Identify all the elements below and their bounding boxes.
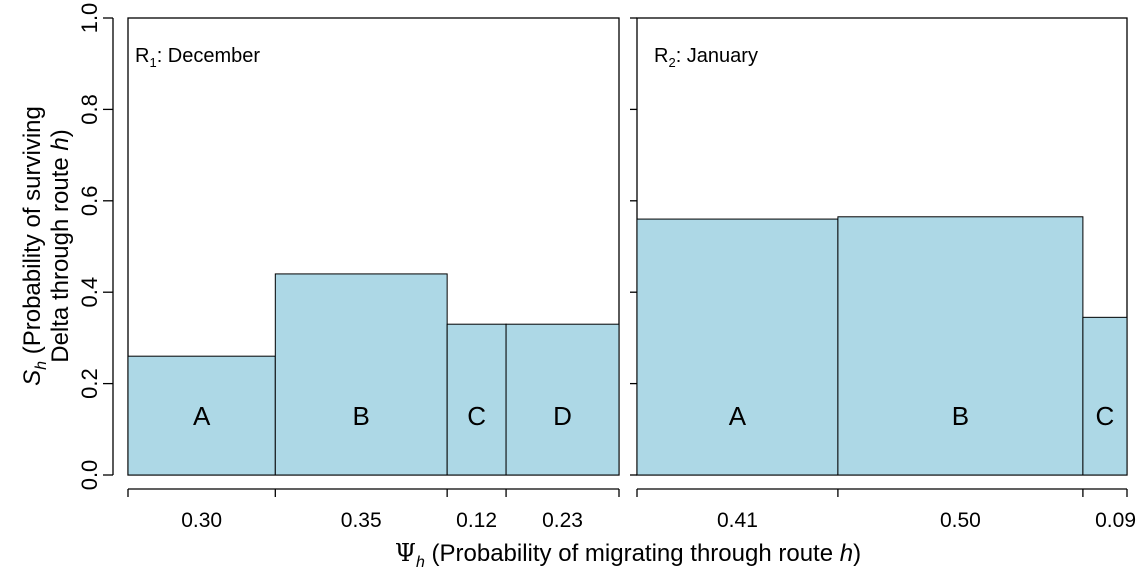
bar-route-label: D	[553, 401, 572, 431]
bar-route-label: C	[1096, 401, 1115, 431]
y-tick-label: 0.4	[77, 277, 102, 308]
bar-B	[837, 216, 1084, 476]
y-axis-label-line1: Sh (Probability of surviving	[19, 106, 50, 386]
y-tick-label: 0.0	[77, 460, 102, 491]
route-proportion-label: 0.50	[940, 509, 981, 532]
bar-D	[505, 323, 620, 476]
bar-A	[127, 355, 276, 476]
route-proportion-label: 0.30	[181, 509, 222, 532]
x-axes: 0.30 0.35 0.12 0.23 0.41 0.50 0.09	[127, 488, 1136, 532]
bar-route-label: A	[729, 401, 747, 431]
bar-route-label: A	[193, 401, 211, 431]
route-proportion-label: 0.09	[1095, 509, 1136, 532]
y-axis-label-line2: Delta through route h)	[47, 129, 74, 363]
y-tick-label: 0.8	[77, 94, 102, 125]
bar-route-label: B	[353, 401, 370, 431]
bar-A	[636, 218, 839, 476]
y-tick-label: 1.0	[77, 3, 102, 34]
y-axis: 0.0 0.2 0.4 0.6 0.8 1.0	[77, 3, 114, 491]
panel-2-left-ticks	[630, 17, 637, 476]
route-proportion-label: 0.35	[341, 509, 382, 532]
bar-C	[446, 323, 507, 476]
bar-route-label: B	[952, 401, 969, 431]
y-tick-label: 0.6	[77, 186, 102, 217]
y-tick-label: 0.2	[77, 368, 102, 399]
route-proportion-label: 0.41	[717, 509, 758, 532]
bar-C	[1082, 316, 1128, 476]
route-proportion-label: 0.12	[456, 509, 497, 532]
bar-B	[274, 273, 448, 476]
panel-title-december: R1: December	[135, 45, 260, 70]
panel-title-january: R2: January	[654, 45, 758, 70]
bar-route-label: C	[467, 401, 486, 431]
route-proportion-label: 0.23	[542, 509, 583, 532]
x-axis-label: Ψh (Probability of migrating through rou…	[395, 539, 861, 571]
